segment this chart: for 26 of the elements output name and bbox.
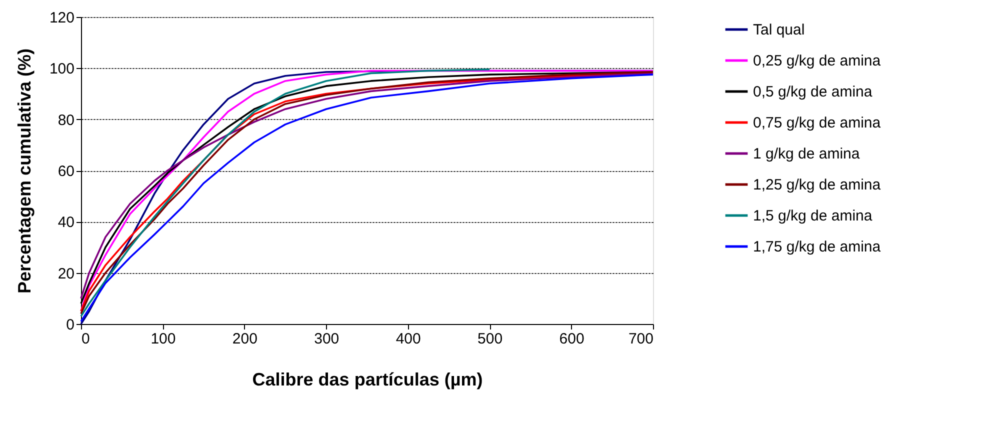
x-tick-label: 0 bbox=[82, 330, 90, 348]
y-tick-label: 120 bbox=[49, 10, 74, 26]
x-tick-label: 400 bbox=[396, 330, 421, 348]
legend-label: 1,75 g/kg de amina bbox=[753, 238, 882, 256]
y-tick-label: 40 bbox=[58, 214, 74, 232]
x-tick-label: 600 bbox=[559, 330, 584, 348]
y-tick-label: 0 bbox=[66, 316, 74, 334]
legend-label: 1,25 g/kg de amina bbox=[753, 176, 882, 194]
legend-label: Tal qual bbox=[753, 22, 805, 38]
legend-label: 0,25 g/kg de amina bbox=[753, 52, 882, 70]
y-axis-title: Percentagem cumulativa (%) bbox=[14, 48, 34, 294]
x-tick-label: 700 bbox=[628, 330, 654, 348]
legend-label: 0,5 g/kg de amina bbox=[753, 84, 873, 100]
legend-label: 1,5 g/kg de amina bbox=[753, 208, 873, 224]
x-tick-label: 300 bbox=[314, 330, 340, 348]
y-tick-label: 80 bbox=[58, 112, 74, 129]
x-tick-label: 200 bbox=[232, 330, 258, 348]
legend-label: 0,75 g/kg de amina bbox=[753, 114, 882, 132]
y-tick-label: 100 bbox=[49, 60, 74, 78]
x-tick-label: 500 bbox=[478, 330, 503, 348]
y-tick-label: 20 bbox=[58, 265, 74, 282]
y-tick-label: 60 bbox=[58, 163, 74, 180]
line-series bbox=[80, 68, 490, 318]
legend-label: 1 g/kg de amina bbox=[753, 146, 860, 162]
x-tick-label: 100 bbox=[150, 330, 176, 348]
x-axis-title: Calibre das partículas (µm) bbox=[252, 370, 483, 390]
